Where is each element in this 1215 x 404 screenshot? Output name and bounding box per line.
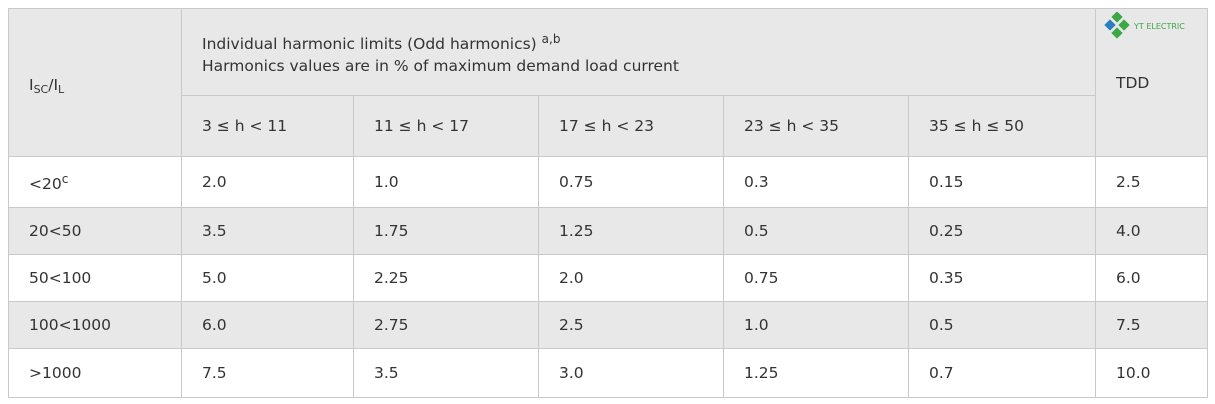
limit-cell: 5.0 (181, 254, 354, 302)
row-label: >1000 (8, 348, 182, 398)
limit-cell: 1.25 (723, 348, 909, 398)
row-label: 50<100 (8, 254, 182, 302)
limit-cell: 0.3 (723, 156, 909, 208)
tdd-cell: 10.0 (1095, 348, 1208, 398)
limit-cell: 0.7 (908, 348, 1096, 398)
group-title-sup: a,b (541, 31, 561, 46)
limit-cell: 3.0 (538, 348, 724, 398)
group-subtitle: Harmonics values are in % of maximum dem… (202, 56, 679, 75)
data-row: 20<50 3.5 1.75 1.25 0.5 0.25 4.0 (8, 207, 1208, 255)
tdd-label: TDD (1116, 73, 1150, 92)
limit-cell: 0.5 (908, 301, 1096, 349)
logo-text: YT ELECTRIC (1134, 21, 1185, 31)
row-label-text: <20 (29, 174, 62, 193)
ratio-mid: /I (48, 75, 59, 94)
row-label-text: >1000 (29, 364, 82, 382)
data-row: 50<100 5.0 2.25 2.0 0.75 0.35 6.0 (8, 254, 1208, 302)
limit-cell: 1.25 (538, 207, 724, 255)
limit-cell: 7.5 (181, 348, 354, 398)
data-row: >1000 7.5 3.5 3.0 1.25 0.7 10.0 (8, 348, 1208, 398)
data-row: 100<1000 6.0 2.75 2.5 1.0 0.5 7.5 (8, 301, 1208, 349)
header-row: ISC/IL Individual harmonic limits (Odd h… (8, 8, 1208, 157)
ratio-sub: SC (33, 82, 49, 96)
limit-cell: 0.75 (538, 156, 724, 208)
limit-cell: 6.0 (181, 301, 354, 349)
row-label-text: 20<50 (29, 222, 82, 240)
row-label-sup: c (61, 171, 69, 186)
limit-cell: 2.5 (538, 301, 724, 349)
limit-cell: 3.5 (181, 207, 354, 255)
limit-cell: 2.0 (538, 254, 724, 302)
logo-icon (1104, 12, 1130, 39)
limit-cell: 0.5 (723, 207, 909, 255)
column-header: 35 ≤ h ≤ 50 (908, 95, 1096, 157)
data-row: <20c 2.0 1.0 0.75 0.3 0.15 2.5 (8, 156, 1208, 208)
column-header-row: 3 ≤ h < 11 11 ≤ h < 17 17 ≤ h < 23 23 ≤ h <… (9, 95, 1208, 157)
limit-cell: 1.0 (723, 301, 909, 349)
ratio-header: ISC/IL (8, 8, 182, 157)
row-label: <20c (8, 156, 182, 208)
limit-cell: 0.25 (908, 207, 1096, 255)
tdd-cell: 2.5 (1095, 156, 1208, 208)
column-header: 17 ≤ h < 23 (538, 95, 724, 157)
row-label: 100<1000 (8, 301, 182, 349)
limit-cell: 2.75 (353, 301, 539, 349)
column-header: 3 ≤ h < 11 (181, 95, 354, 157)
ratio-sub2: L (58, 82, 65, 96)
limit-cell: 2.0 (181, 156, 354, 208)
limit-cell: 0.15 (908, 156, 1096, 208)
limit-cell: 1.75 (353, 207, 539, 255)
limit-cell: 2.25 (353, 254, 539, 302)
limit-cell: 0.35 (908, 254, 1096, 302)
tdd-cell: 6.0 (1095, 254, 1208, 302)
row-label-text: 100<1000 (29, 316, 112, 334)
column-header: 23 ≤ h < 35 (723, 95, 909, 157)
table-wrap: ISC/IL Individual harmonic limits (Odd h… (8, 8, 1208, 398)
row-label: 20<50 (8, 207, 182, 255)
ratio-i: I (29, 75, 34, 94)
harmonic-table: ISC/IL Individual harmonic limits (Odd h… (8, 8, 1208, 398)
limit-cell: 1.0 (353, 156, 539, 208)
logo: YT ELECTRIC (1104, 12, 1185, 40)
column-header: 11 ≤ h < 17 (353, 95, 539, 157)
limit-cell: 3.5 (353, 348, 539, 398)
tdd-header: TDD (1095, 8, 1208, 157)
group-header: Individual harmonic limits (Odd harmonic… (181, 8, 1096, 96)
tdd-cell: 7.5 (1095, 301, 1208, 349)
row-label-text: 50<100 (29, 269, 92, 287)
group-title: Individual harmonic limits (Odd harmonic… (202, 34, 537, 53)
tdd-cell: 4.0 (1095, 207, 1208, 255)
limit-cell: 0.75 (723, 254, 909, 302)
